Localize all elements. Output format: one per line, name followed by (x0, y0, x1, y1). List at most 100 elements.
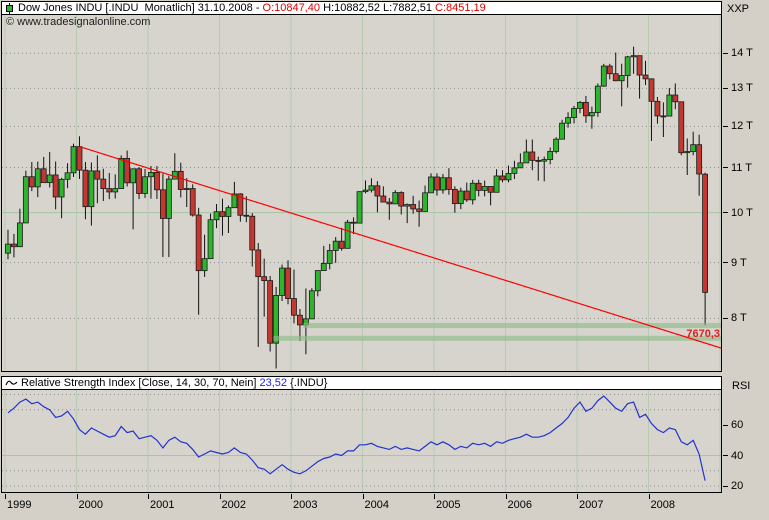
price-title-symbol: Dow Jones INDU [.INDU Monatlich] 31.10.2… (18, 2, 263, 14)
candle-body (148, 172, 154, 178)
candle-body (684, 151, 691, 154)
candle-body (672, 94, 679, 103)
x-tick (434, 494, 435, 499)
candle-body (678, 101, 685, 154)
candle-body (11, 243, 17, 248)
corner-label: XXP (727, 3, 750, 15)
candle-body (58, 178, 65, 198)
rsi-y-tick (723, 424, 728, 426)
x-tick-label: 2004 (364, 499, 389, 511)
candle-body (386, 201, 393, 205)
candle-body (177, 170, 184, 190)
candle-body (249, 215, 256, 251)
candle-body (493, 175, 500, 193)
candle-body (76, 146, 83, 171)
candle-body (529, 151, 536, 161)
watermark: © www.tradesignalonline.com (6, 16, 151, 28)
candle-body (297, 314, 303, 326)
candle-body (487, 186, 494, 193)
candle-body (118, 157, 125, 189)
candle-body (207, 219, 214, 260)
price-y-tick-label: 14 T (731, 47, 753, 60)
candle-body (374, 185, 381, 197)
wave-icon (5, 380, 18, 386)
rsi-y-tick (723, 485, 728, 487)
candle-body (434, 176, 440, 191)
candle-body (130, 168, 137, 184)
candle-body (326, 250, 333, 264)
price-y-tick (723, 87, 728, 89)
candle-body (463, 190, 470, 201)
candle-body (523, 151, 530, 164)
candlestick-icon (6, 2, 13, 14)
candle-body (475, 182, 482, 191)
candle-body (183, 188, 190, 190)
candle-body (565, 117, 571, 124)
candle-body (511, 167, 518, 174)
x-tick (291, 494, 292, 499)
candle-body (285, 267, 291, 299)
rsi-y-tick-label: 60 (731, 419, 744, 431)
candle-body (553, 138, 560, 152)
candle-body (380, 195, 387, 203)
candle-body (16, 222, 23, 248)
candle-body (666, 94, 673, 117)
candle-body (106, 188, 113, 193)
candle-body (612, 73, 619, 82)
candle-body (451, 188, 458, 205)
candle-body (154, 172, 160, 191)
candle-body (195, 214, 202, 272)
candle-body (237, 193, 244, 216)
support-band (303, 323, 721, 329)
candle-body (541, 159, 548, 162)
candle-body (267, 280, 274, 344)
price-plot-area[interactable] (2, 15, 721, 371)
price-y-tick-label: 10 T (731, 206, 753, 219)
candle-body (356, 191, 363, 224)
x-tick (5, 494, 6, 499)
candle-body (338, 240, 345, 249)
candle-body (142, 176, 148, 194)
candle-body (696, 144, 703, 175)
candle-body (279, 267, 285, 296)
price-title-close: C:8451,19 (435, 2, 486, 14)
price-y-tick (723, 125, 728, 127)
x-tick-label: 2002 (221, 499, 246, 511)
rsi-line (7, 395, 706, 481)
support-price-label: 7670,3 (686, 328, 720, 340)
candle-body (273, 295, 280, 344)
candle-body (398, 192, 405, 207)
trendline (79, 146, 721, 349)
candle-body (606, 65, 613, 75)
candle-body (583, 101, 589, 117)
candle-body (88, 170, 95, 208)
candle-body (404, 204, 411, 207)
x-tick (362, 494, 364, 499)
rsi-plot-area[interactable] (2, 390, 721, 492)
candle-body (594, 85, 601, 113)
candle-body (630, 55, 637, 58)
rsi-panel: Relative Strength Index [Close, 14, 30, … (1, 376, 722, 493)
candle-body (332, 240, 339, 251)
candle-body (171, 170, 178, 180)
candle-body (314, 270, 321, 292)
rsi-y-tick (723, 455, 728, 456)
price-y-tick (723, 212, 728, 214)
candle-body (320, 262, 327, 271)
candle-body (165, 178, 172, 219)
candle-body (5, 243, 11, 254)
price-y-tick-label: 8 T (731, 312, 747, 325)
candle-body (70, 146, 77, 174)
candle-body (362, 189, 369, 193)
price-y-tick-label: 11 T (731, 161, 752, 174)
candle-body (654, 100, 661, 117)
candle-body (225, 207, 232, 217)
candle-body (219, 211, 226, 217)
candle-body (535, 159, 542, 162)
candle-body (124, 157, 131, 184)
candle-body (600, 65, 607, 87)
price-y-tick (723, 52, 728, 54)
rsi-y-tick-label: 20 (731, 480, 744, 492)
candle-body (577, 101, 583, 109)
candle-body (136, 168, 142, 194)
